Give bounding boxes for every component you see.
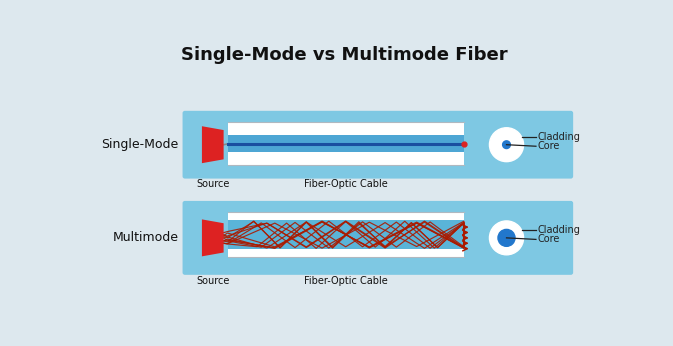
Circle shape bbox=[489, 221, 524, 255]
Text: Single-Mode vs Multimode Fiber: Single-Mode vs Multimode Fiber bbox=[181, 46, 508, 64]
Text: Cladding: Cladding bbox=[538, 132, 580, 142]
Text: Core: Core bbox=[538, 141, 560, 151]
Text: Source: Source bbox=[196, 276, 229, 285]
Bar bbox=[227, 136, 464, 152]
Text: Core: Core bbox=[538, 234, 560, 244]
Text: Fiber-Optic Cable: Fiber-Optic Cable bbox=[304, 179, 388, 189]
Circle shape bbox=[498, 229, 515, 246]
Text: Source: Source bbox=[196, 179, 229, 189]
FancyBboxPatch shape bbox=[182, 111, 573, 179]
Text: Cladding: Cladding bbox=[538, 225, 580, 235]
Circle shape bbox=[489, 128, 524, 162]
Bar bbox=[227, 212, 464, 257]
FancyBboxPatch shape bbox=[182, 201, 573, 275]
Bar bbox=[227, 220, 464, 249]
Text: Fiber-Optic Cable: Fiber-Optic Cable bbox=[304, 276, 388, 285]
Polygon shape bbox=[202, 126, 223, 163]
Bar bbox=[227, 122, 464, 165]
Text: Multimode: Multimode bbox=[112, 231, 178, 244]
Polygon shape bbox=[202, 219, 223, 256]
Circle shape bbox=[503, 141, 510, 148]
Text: Single-Mode: Single-Mode bbox=[102, 138, 178, 151]
